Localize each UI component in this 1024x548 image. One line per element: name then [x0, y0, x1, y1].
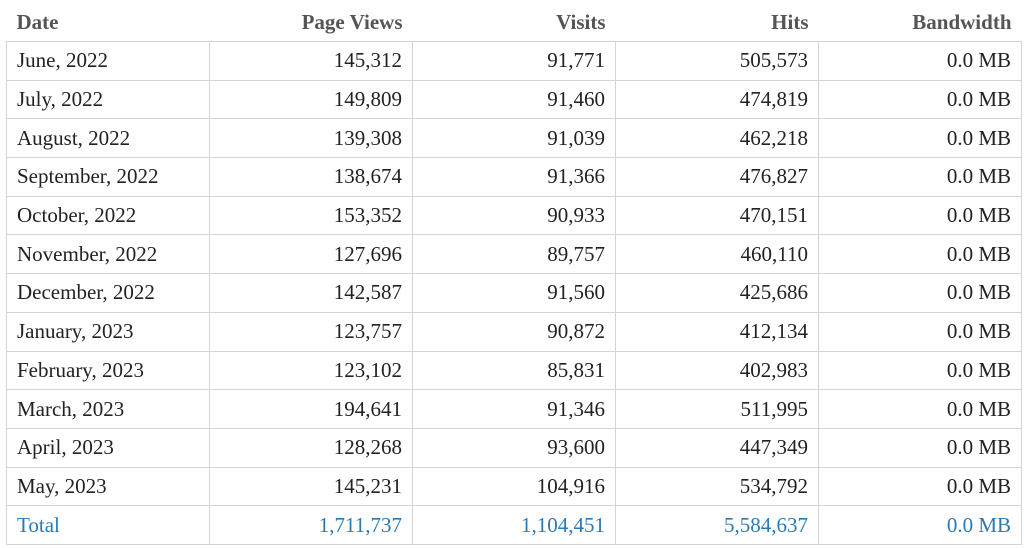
hits-cell: 511,995	[615, 389, 819, 429]
visits-cell: 91,460	[412, 79, 616, 120]
hits-cell: 534,792	[615, 466, 819, 507]
visits-cell: 89,757	[412, 234, 616, 275]
total-label: Total	[6, 505, 210, 545]
date-cell: January, 2023	[6, 311, 210, 352]
date-cell: May, 2023	[6, 466, 210, 507]
visits-cell: 85,831	[412, 350, 616, 391]
hits-cell: 402,983	[615, 350, 819, 391]
date-cell: February, 2023	[6, 350, 210, 391]
bandwidth-cell: 0.0 MB	[818, 427, 1022, 468]
date-cell: December, 2022	[6, 273, 210, 313]
total-page-views: 1,711,737	[209, 505, 413, 545]
bandwidth-cell: 0.0 MB	[818, 41, 1022, 81]
date-cell: April, 2023	[6, 427, 210, 468]
table-row: November, 2022 127,696 89,757 460,110 0.…	[6, 234, 1022, 275]
date-cell: August, 2022	[6, 118, 210, 159]
total-bandwidth: 0.0 MB	[818, 505, 1022, 545]
visits-cell: 90,933	[412, 195, 616, 236]
total-row: Total 1,711,737 1,104,451 5,584,637 0.0 …	[6, 505, 1022, 545]
page-views-cell: 139,308	[209, 118, 413, 159]
hits-cell: 470,151	[615, 195, 819, 236]
hits-cell: 505,573	[615, 41, 819, 81]
bandwidth-cell: 0.0 MB	[818, 389, 1022, 429]
table-row: April, 2023 128,268 93,600 447,349 0.0 M…	[6, 427, 1022, 468]
table-row: January, 2023 123,757 90,872 412,134 0.0…	[6, 311, 1022, 352]
page-views-cell: 128,268	[209, 427, 413, 468]
bandwidth-cell: 0.0 MB	[818, 118, 1022, 159]
table-row: December, 2022 142,587 91,560 425,686 0.…	[6, 273, 1022, 313]
column-header-date: Date	[16, 10, 59, 34]
table-row: July, 2022 149,809 91,460 474,819 0.0 MB	[6, 79, 1022, 120]
column-header-visits: Visits	[556, 10, 606, 34]
table-row: March, 2023 194,641 91,346 511,995 0.0 M…	[6, 389, 1022, 429]
table-row: October, 2022 153,352 90,933 470,151 0.0…	[6, 195, 1022, 236]
table-row: May, 2023 145,231 104,916 534,792 0.0 MB	[6, 466, 1022, 507]
bandwidth-cell: 0.0 MB	[818, 157, 1022, 197]
table-row: February, 2023 123,102 85,831 402,983 0.…	[6, 350, 1022, 391]
date-cell: July, 2022	[6, 79, 210, 120]
hits-cell: 412,134	[615, 311, 819, 352]
visits-cell: 91,346	[412, 389, 616, 429]
table-header-row: Date Page Views Visits Hits Bandwidth	[7, 4, 1022, 42]
visits-cell: 104,916	[412, 466, 616, 507]
table-row: August, 2022 139,308 91,039 462,218 0.0 …	[6, 118, 1022, 159]
column-header-page-views: Page Views	[301, 10, 403, 34]
column-header-bandwidth: Bandwidth	[912, 10, 1012, 34]
bandwidth-cell: 0.0 MB	[818, 273, 1022, 313]
bandwidth-cell: 0.0 MB	[818, 79, 1022, 120]
total-visits: 1,104,451	[412, 505, 616, 545]
table-row: June, 2022 145,312 91,771 505,573 0.0 MB	[6, 41, 1022, 81]
page-views-cell: 149,809	[209, 79, 413, 120]
date-cell: November, 2022	[6, 234, 210, 275]
hits-cell: 460,110	[615, 234, 819, 275]
visits-cell: 93,600	[412, 427, 616, 468]
page-views-cell: 194,641	[209, 389, 413, 429]
page-views-cell: 127,696	[209, 234, 413, 275]
page-views-cell: 153,352	[209, 195, 413, 236]
hits-cell: 476,827	[615, 157, 819, 197]
page-views-cell: 142,587	[209, 273, 413, 313]
page-views-cell: 123,102	[209, 350, 413, 391]
page-views-cell: 145,312	[209, 41, 413, 81]
total-hits: 5,584,637	[615, 505, 819, 545]
column-header-hits: Hits	[771, 10, 809, 34]
bandwidth-cell: 0.0 MB	[818, 466, 1022, 507]
visits-cell: 91,366	[412, 157, 616, 197]
hits-cell: 425,686	[615, 273, 819, 313]
visits-cell: 91,771	[412, 41, 616, 81]
date-cell: October, 2022	[6, 195, 210, 236]
date-cell: September, 2022	[6, 157, 210, 197]
visits-cell: 90,872	[412, 311, 616, 352]
visits-cell: 91,560	[412, 273, 616, 313]
visits-cell: 91,039	[412, 118, 616, 159]
bandwidth-cell: 0.0 MB	[818, 195, 1022, 236]
hits-cell: 462,218	[615, 118, 819, 159]
page-views-cell: 145,231	[209, 466, 413, 507]
table-row: September, 2022 138,674 91,366 476,827 0…	[6, 157, 1022, 197]
bandwidth-cell: 0.0 MB	[818, 234, 1022, 275]
page-views-cell: 138,674	[209, 157, 413, 197]
date-cell: March, 2023	[6, 389, 210, 429]
bandwidth-cell: 0.0 MB	[818, 350, 1022, 391]
hits-cell: 474,819	[615, 79, 819, 120]
hits-cell: 447,349	[615, 427, 819, 468]
page-views-cell: 123,757	[209, 311, 413, 352]
bandwidth-cell: 0.0 MB	[818, 311, 1022, 352]
monthly-stats-table: Date Page Views Visits Hits Bandwidth Ju…	[6, 4, 1022, 545]
date-cell: June, 2022	[6, 41, 210, 81]
